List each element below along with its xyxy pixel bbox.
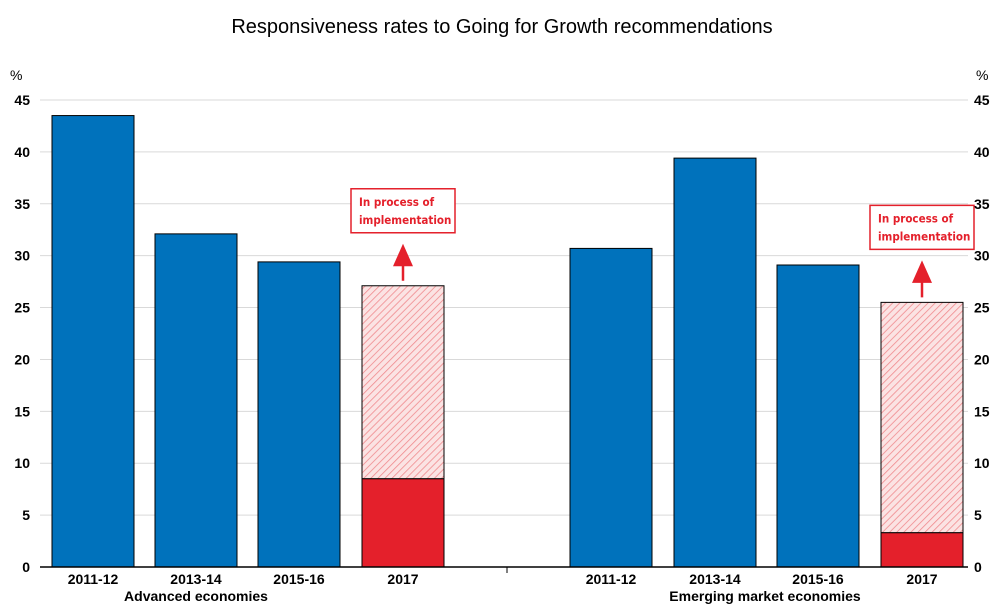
bar-implemented (361, 478, 445, 568)
y-tick-label-left: 40 (14, 144, 30, 160)
annotation-text-line2: implementation (878, 229, 970, 243)
x-tick-label: 2015-16 (273, 571, 325, 587)
x-tick-label: 2011-12 (586, 571, 637, 587)
y-tick-label-left: 45 (14, 92, 30, 108)
y-tick-label-left: 5 (22, 507, 30, 523)
group-label: Emerging market economies (669, 588, 861, 604)
axes (40, 566, 968, 573)
y-tick-label-right: 30 (974, 248, 990, 264)
y-tick-label-left: 25 (14, 300, 30, 316)
y-tick-label-left: 30 (14, 248, 30, 264)
bar (51, 115, 135, 568)
annotation-box (869, 204, 975, 251)
bar-in-process (361, 285, 445, 480)
y-unit-right: % (976, 67, 988, 83)
bar (673, 157, 757, 568)
y-tick-label-right: 15 (974, 403, 990, 419)
x-tick-label: 2013-14 (170, 571, 222, 587)
x-tick-label: 2013-14 (689, 571, 741, 587)
x-tick-label: 2011-12 (68, 571, 119, 587)
bars (51, 115, 975, 568)
y-tick-label-right: 25 (974, 300, 990, 316)
y-tick-label-right: 0 (974, 559, 982, 575)
y-tick-label-right: 20 (974, 351, 990, 367)
y-tick-label-right: 5 (974, 507, 982, 523)
bar (569, 247, 653, 568)
annotation-text-line2: implementation (359, 213, 451, 227)
y-tick-label-left: 0 (22, 559, 30, 575)
labels: 0 0 5 5 10 10 15 15 20 20 25 25 30 30 35 35 40 40 45 45% % 20… (10, 67, 990, 604)
y-tick-label-right: 35 (974, 196, 990, 212)
x-tick-label: 2015-16 (792, 571, 844, 587)
annotation-text-line1: In process of (878, 211, 954, 225)
bar (257, 261, 341, 568)
y-tick-label-right: 40 (974, 144, 990, 160)
bar-in-process (880, 301, 964, 534)
bar (154, 233, 238, 568)
bar-implemented (880, 532, 964, 568)
chart-title: Responsiveness rates to Going for Growth… (231, 16, 773, 38)
group-label: Advanced economies (124, 588, 268, 604)
y-tick-label-left: 10 (14, 455, 30, 471)
annotation-box (350, 188, 456, 234)
y-tick-label-right: 45 (974, 92, 990, 108)
y-tick-label-left: 35 (14, 196, 30, 212)
y-tick-label-left: 15 (14, 403, 30, 419)
y-tick-label-right: 10 (974, 455, 990, 471)
y-unit-left: % (10, 67, 22, 83)
y-tick-label-left: 20 (14, 351, 30, 367)
x-tick-label: 2017 (906, 571, 937, 587)
bar (776, 264, 860, 568)
x-tick-label: 2017 (387, 571, 418, 587)
annotation-text-line1: In process of (359, 195, 435, 209)
